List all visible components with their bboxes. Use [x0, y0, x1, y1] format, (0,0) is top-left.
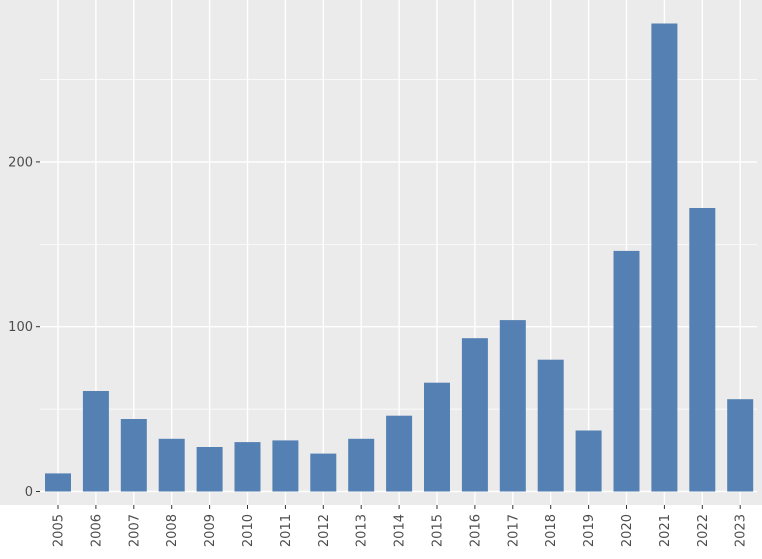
y-tick-label: 200 — [8, 155, 33, 170]
bar-2023 — [727, 399, 754, 492]
bar-2007 — [120, 419, 147, 492]
bar-2006 — [82, 391, 109, 492]
y-tick-label: 0 — [25, 485, 33, 500]
bar-2010 — [234, 442, 261, 492]
x-tick-label: 2019 — [582, 514, 597, 547]
x-tick-label: 2022 — [696, 514, 711, 547]
x-tick-label: 2007 — [127, 514, 142, 547]
bar-2022 — [689, 208, 716, 492]
x-tick-label: 2010 — [241, 514, 256, 547]
x-tick-label: 2006 — [89, 514, 104, 547]
bar-2008 — [158, 438, 185, 492]
bar-2012 — [310, 453, 337, 492]
bar-2009 — [196, 447, 223, 492]
bar-2015 — [424, 382, 450, 492]
x-tick-label: 2017 — [506, 514, 521, 547]
x-tick-label: 2008 — [165, 514, 180, 547]
y-tick-label: 100 — [8, 320, 33, 335]
bars — [45, 23, 754, 492]
x-tick-label: 2020 — [620, 514, 635, 547]
x-tick-label: 2013 — [355, 514, 370, 547]
x-tick-label: 2015 — [431, 514, 446, 547]
y-axis: 0 100 200 — [8, 155, 40, 500]
x-tick-label: 2009 — [203, 514, 218, 547]
bar-2019 — [575, 430, 602, 492]
plot-panel — [0, 0, 762, 505]
x-tick-label: 2023 — [734, 514, 749, 547]
x-axis: 2005 2006 2007 2008 2009 2010 2011 2012 2013 2014… — [52, 505, 749, 547]
bar-2005 — [45, 473, 71, 492]
x-tick-label: 2005 — [52, 514, 67, 547]
bar-2020 — [613, 250, 640, 492]
x-tick-label: 2012 — [317, 514, 332, 547]
x-tick-label: 2021 — [658, 514, 673, 547]
x-tick-label: 2018 — [544, 514, 559, 547]
bar-2013 — [348, 438, 375, 492]
bar-2016 — [461, 338, 488, 492]
bar-2017 — [499, 320, 526, 492]
bar-2021 — [651, 23, 678, 492]
x-tick-label: 2016 — [468, 514, 483, 547]
x-tick-label: 2014 — [393, 514, 408, 547]
bar-2011 — [272, 440, 299, 492]
bar-2018 — [537, 359, 564, 492]
x-tick-label: 2011 — [279, 514, 294, 547]
bar-2014 — [386, 415, 413, 492]
